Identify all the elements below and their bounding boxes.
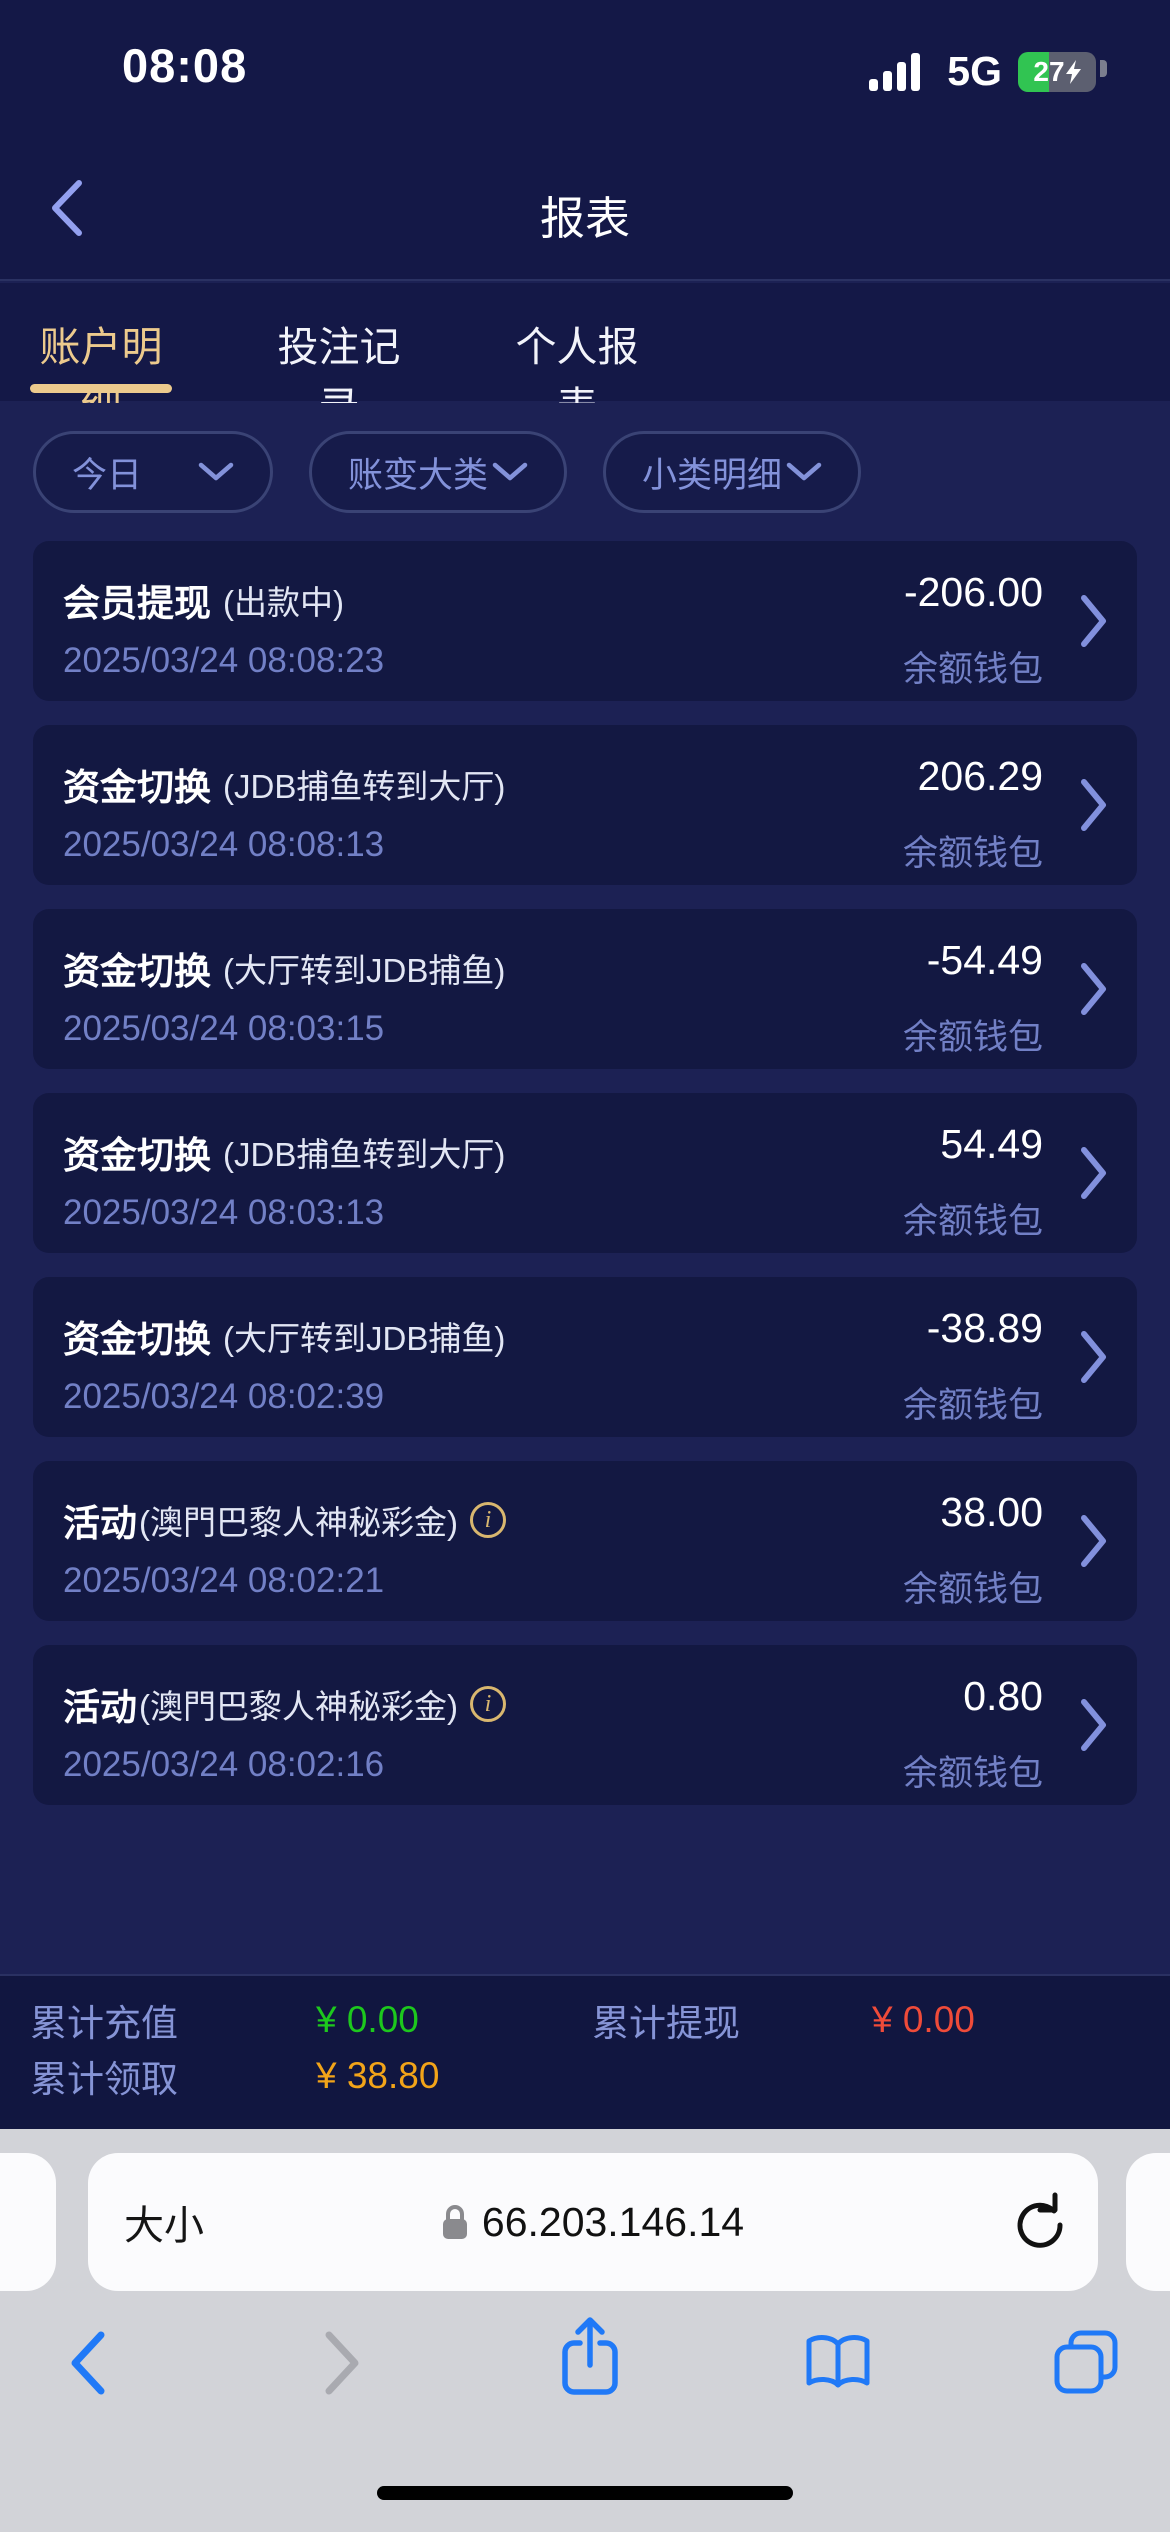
transaction-type: 资金切换 [63, 1319, 211, 1360]
total-claim-label: 累计领取 [30, 2059, 178, 2100]
chevron-down-icon [786, 462, 822, 481]
active-tab-underline [30, 384, 172, 393]
charging-bolt-icon [1065, 59, 1081, 84]
transaction-datetime: 2025/03/24 08:02:16 [63, 1745, 385, 1784]
transaction-type: 资金切换 [63, 767, 211, 808]
lock-icon [442, 2205, 467, 2239]
battery-icon: 27 [1018, 51, 1096, 92]
info-icon[interactable]: i [469, 1686, 506, 1722]
network-type-label: 5G [947, 48, 1002, 94]
filter-subcategory-dropdown[interactable]: 小类明细 [603, 431, 861, 513]
transaction-amount: 38.00 [940, 1489, 1043, 1535]
transaction-type: 活动 [63, 1687, 137, 1728]
chevron-right-icon [1081, 1147, 1106, 1199]
transaction-wallet: 余额钱包 [902, 1202, 1043, 1241]
transaction-subtitle: (JDB捕鱼转到大厅) [223, 768, 506, 805]
transaction-wallet: 余额钱包 [902, 1018, 1043, 1057]
transaction-type: 资金切换 [63, 1135, 211, 1176]
app-header: 08:08 5G 27 报表 [0, 0, 1170, 281]
transaction-type: 活动 [63, 1503, 137, 1544]
address-bar[interactable]: 大小 66.203.146.14 [88, 2153, 1098, 2291]
transaction-list: 会员提现 (出款中) 2025/03/24 08:08:23 -206.00 余额… [33, 541, 1137, 1805]
bookmarks-button[interactable] [804, 2333, 872, 2395]
browser-forward-button[interactable] [322, 2329, 364, 2397]
next-tab-peek[interactable] [1126, 2153, 1170, 2291]
transaction-card[interactable]: 会员提现 (出款中) 2025/03/24 08:08:23 -206.00 余额… [33, 541, 1137, 701]
transaction-wallet: 余额钱包 [902, 834, 1043, 873]
transaction-card[interactable]: 活动 (澳門巴黎人神秘彩金) i 2025/03/24 08:02:21 38.00… [33, 1461, 1137, 1621]
chevron-down-icon [492, 462, 528, 481]
previous-tab-peek[interactable] [0, 2153, 56, 2291]
transaction-subtitle: (出款中) [223, 584, 344, 621]
transaction-wallet: 余额钱包 [902, 1386, 1043, 1425]
share-button[interactable] [560, 2315, 620, 2397]
transaction-datetime: 2025/03/24 08:08:23 [63, 641, 385, 680]
content-area: 今日 账变大类 小类明细 会员提现 (出款中) 2025 [0, 403, 1170, 1974]
transaction-type: 会员提现 [63, 583, 211, 624]
tab-bar: 账户明细 投注记录 个人报表 [0, 283, 1170, 430]
transaction-card[interactable]: 活动 (澳門巴黎人神秘彩金) i 2025/03/24 08:02:16 0.80 … [33, 1645, 1137, 1805]
chevron-down-icon [198, 462, 234, 481]
transaction-subtitle: (大厅转到JDB捕鱼) [223, 952, 506, 989]
transaction-subtitle: (澳門巴黎人神秘彩金) [139, 1688, 458, 1725]
signal-icon [869, 52, 921, 91]
transaction-wallet: 余额钱包 [902, 650, 1043, 689]
info-icon[interactable]: i [469, 1502, 506, 1538]
transaction-card[interactable]: 资金切换 (大厅转到JDB捕鱼) 2025/03/24 08:02:39 -38.… [33, 1277, 1137, 1437]
total-withdraw-label: 累计提现 [592, 2003, 740, 2044]
back-chevron-icon [52, 180, 82, 236]
back-button[interactable] [48, 178, 84, 243]
chevron-right-icon [1081, 779, 1106, 831]
tabs-button[interactable] [1053, 2329, 1119, 2395]
transaction-amount: 206.29 [917, 753, 1043, 799]
transaction-subtitle: (澳門巴黎人神秘彩金) [139, 1504, 458, 1541]
transaction-datetime: 2025/03/24 08:03:15 [63, 1009, 385, 1048]
page-title: 报表 [539, 193, 630, 244]
filter-category-dropdown[interactable]: 账变大类 [309, 431, 567, 513]
transaction-subtitle: (JDB捕鱼转到大厅) [223, 1136, 506, 1173]
home-indicator[interactable] [377, 2486, 793, 2500]
transaction-subtitle: (大厅转到JDB捕鱼) [223, 1320, 506, 1357]
transaction-card[interactable]: 资金切换 (JDB捕鱼转到大厅) 2025/03/24 08:08:13 206.… [33, 725, 1137, 885]
browser-chrome: 大小 66.203.146.14 [0, 2129, 1170, 2532]
battery-cap [1100, 60, 1107, 77]
transaction-card[interactable]: 资金切换 (大厅转到JDB捕鱼) 2025/03/24 08:03:15 -54.… [33, 909, 1137, 1069]
total-withdraw-value: ¥ 0.00 [872, 1999, 975, 2040]
url-text: 66.203.146.14 [481, 2198, 745, 2245]
transaction-amount: -206.00 [903, 569, 1043, 615]
status-icons: 5G 27 [869, 48, 1096, 95]
chevron-right-icon [1081, 1699, 1106, 1751]
status-time: 08:08 [122, 39, 248, 92]
chevron-right-icon [1081, 1331, 1106, 1383]
total-recharge-value: ¥ 0.00 [316, 1999, 419, 2040]
filter-date-dropdown[interactable]: 今日 [33, 431, 273, 513]
transaction-amount: -54.49 [926, 937, 1043, 983]
transaction-datetime: 2025/03/24 08:03:13 [63, 1193, 385, 1232]
transaction-wallet: 余额钱包 [902, 1754, 1043, 1793]
filter-row: 今日 账变大类 小类明细 [33, 431, 1170, 513]
transaction-amount: 0.80 [963, 1673, 1043, 1719]
chevron-right-icon [1081, 963, 1106, 1015]
browser-back-button[interactable] [66, 2329, 108, 2397]
transaction-datetime: 2025/03/24 08:08:13 [63, 825, 385, 864]
text-size-button[interactable]: 大小 [124, 2204, 204, 2248]
transaction-datetime: 2025/03/24 08:02:21 [63, 1561, 385, 1600]
total-claim-value: ¥ 38.80 [316, 2055, 440, 2096]
summary-bar: 累计充值 ¥ 0.00 累计提现 ¥ 0.00 累计领取 ¥ 38.80 [0, 1974, 1170, 2129]
transaction-datetime: 2025/03/24 08:02:39 [63, 1377, 385, 1416]
chevron-right-icon [1081, 595, 1106, 647]
transaction-wallet: 余额钱包 [902, 1570, 1043, 1609]
transaction-amount: -38.89 [926, 1305, 1043, 1351]
transaction-type: 资金切换 [63, 951, 211, 992]
reload-button[interactable] [1008, 2189, 1066, 2253]
chevron-right-icon [1081, 1515, 1106, 1567]
transaction-amount: 54.49 [940, 1121, 1043, 1167]
total-recharge-label: 累计充值 [30, 2003, 178, 2044]
transaction-card[interactable]: 资金切换 (JDB捕鱼转到大厅) 2025/03/24 08:03:13 54.4… [33, 1093, 1137, 1253]
